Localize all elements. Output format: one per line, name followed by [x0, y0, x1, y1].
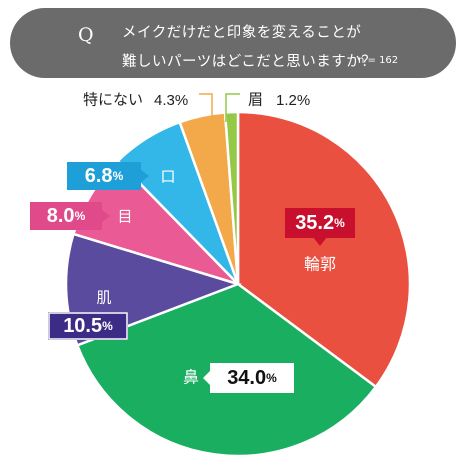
value-label-pointer-1 — [203, 371, 210, 385]
value-text-2: 10.5% — [63, 315, 113, 337]
value-label-box-1 — [210, 363, 294, 393]
value-text-3: 8.0% — [47, 205, 86, 227]
value-label-box-0 — [285, 208, 355, 238]
category-label-6: 眉 — [248, 91, 263, 109]
category-label-5: 特にない — [83, 91, 143, 109]
value-unit-3: % — [75, 209, 86, 223]
pie-slice-0 — [236, 110, 412, 389]
value-number-0: 35.2 — [295, 212, 334, 234]
category-label-3: 目 — [117, 208, 132, 226]
value-label-2: 10.5% — [48, 312, 128, 340]
question-mark: Q — [78, 24, 94, 46]
value-label-3: 8.0% — [30, 202, 110, 230]
value-label-5: 4.3% — [154, 92, 188, 109]
sample-size: n = 162 — [358, 55, 399, 66]
value-label-pointer-4 — [140, 169, 149, 183]
question-text-line1: メイクだけだと印象を変えることが — [122, 25, 362, 41]
value-label-1: 34.0% — [210, 363, 294, 393]
question-text-line2: 難しいパーツはどこだと思いますか？ — [122, 54, 377, 70]
pie-slice-6 — [223, 110, 240, 285]
value-label-box-3 — [30, 202, 102, 230]
leader-line-5 — [199, 93, 213, 120]
value-unit-0: % — [334, 216, 345, 230]
value-unit-1: % — [266, 371, 277, 385]
value-label-0: 35.2% — [285, 208, 355, 246]
value-label-box-2 — [48, 312, 128, 340]
value-label-pointer-0 — [313, 237, 327, 246]
category-label-0: 輪郭 — [304, 255, 336, 274]
value-label-4: 6.8% — [67, 162, 149, 190]
value-label-border-2 — [48, 312, 128, 340]
value-number-3: 8.0 — [47, 205, 75, 227]
value-number-1: 34.0 — [227, 367, 266, 389]
value-text-1: 34.0% — [227, 367, 277, 389]
value-text-0: 35.2% — [295, 212, 345, 234]
question-header: Q メイクだけだと印象を変えることが 難しいパーツはどこだと思いますか？ n =… — [10, 8, 456, 78]
value-text-4: 6.8% — [85, 165, 124, 187]
value-label-pointer-3 — [101, 209, 110, 223]
value-number-4: 6.8 — [85, 165, 113, 187]
value-number-2: 10.5 — [63, 315, 102, 337]
value-label-6: 1.2% — [276, 92, 310, 109]
value-unit-2: % — [102, 319, 113, 333]
category-label-4: 口 — [160, 168, 175, 186]
category-label-1: 鼻 — [183, 368, 199, 387]
value-unit-4: % — [113, 169, 124, 183]
category-label-2: 肌 — [96, 289, 111, 307]
value-label-box-4 — [67, 162, 141, 190]
leader-line-6 — [225, 93, 240, 122]
